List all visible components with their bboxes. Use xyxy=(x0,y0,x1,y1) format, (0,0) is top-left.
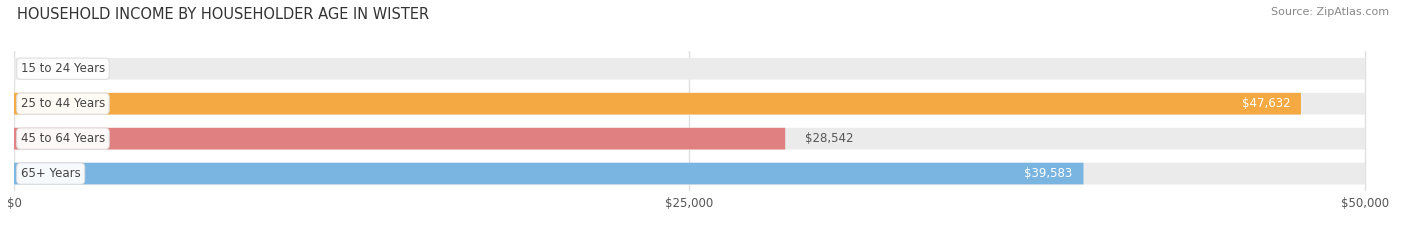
Text: HOUSEHOLD INCOME BY HOUSEHOLDER AGE IN WISTER: HOUSEHOLD INCOME BY HOUSEHOLDER AGE IN W… xyxy=(17,7,429,22)
FancyBboxPatch shape xyxy=(14,128,785,150)
FancyBboxPatch shape xyxy=(14,128,1365,150)
Text: Source: ZipAtlas.com: Source: ZipAtlas.com xyxy=(1271,7,1389,17)
Text: $28,542: $28,542 xyxy=(806,132,853,145)
FancyBboxPatch shape xyxy=(14,58,1365,80)
Text: $0: $0 xyxy=(34,62,49,75)
Text: $47,632: $47,632 xyxy=(1241,97,1291,110)
FancyBboxPatch shape xyxy=(14,163,1365,185)
Text: 65+ Years: 65+ Years xyxy=(21,167,80,180)
Text: 15 to 24 Years: 15 to 24 Years xyxy=(21,62,105,75)
FancyBboxPatch shape xyxy=(14,93,1301,115)
Text: $39,583: $39,583 xyxy=(1025,167,1073,180)
Text: 45 to 64 Years: 45 to 64 Years xyxy=(21,132,105,145)
FancyBboxPatch shape xyxy=(14,163,1084,185)
Text: 25 to 44 Years: 25 to 44 Years xyxy=(21,97,105,110)
FancyBboxPatch shape xyxy=(14,93,1365,115)
